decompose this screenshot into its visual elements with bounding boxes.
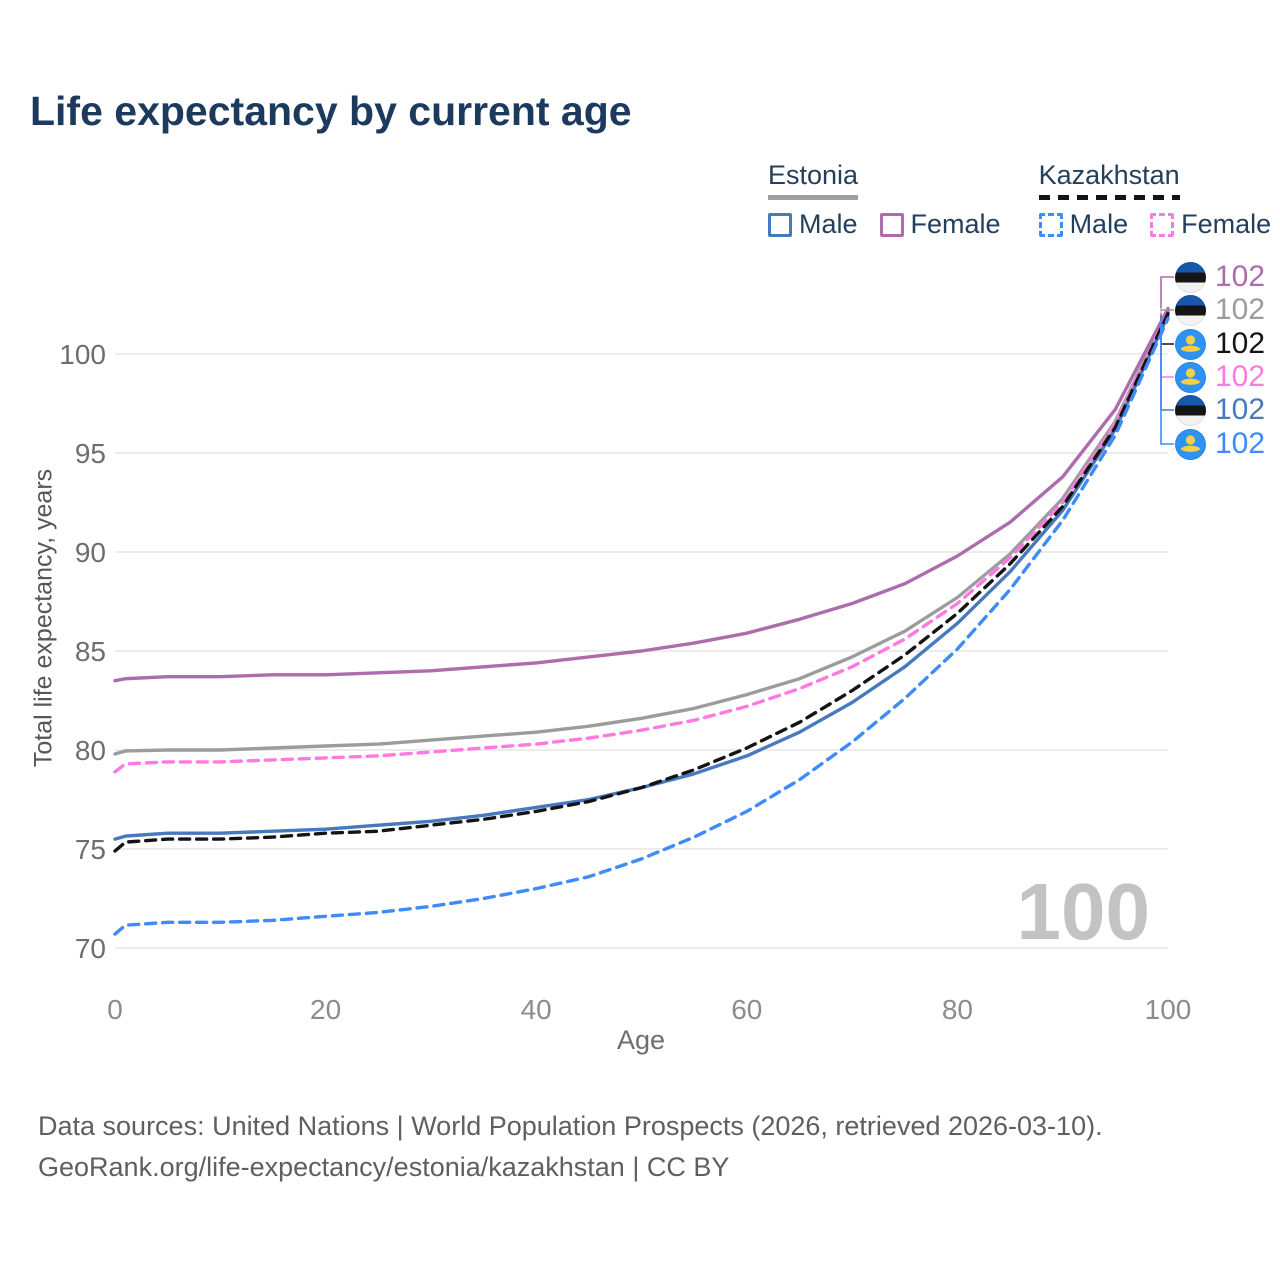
series-line-estonia-male[interactable] (113, 313, 1170, 841)
end-label-leader-estonia-both (1160, 309, 1174, 312)
x-tick-label-0: 0 (107, 994, 123, 1025)
estonia-male-swatch-icon (768, 212, 792, 237)
series-line-kazakhstan-male[interactable] (113, 316, 1170, 936)
legend-item-kazakhstan-female[interactable]: Female (1150, 209, 1271, 240)
legend-group-kazakhstan: Kazakhstan Male Female (1038, 160, 1271, 240)
legend-group-estonia: Estonia Male Female (768, 160, 1001, 240)
estonia-flag-icon (1175, 294, 1206, 326)
estonia-female-swatch-icon (879, 212, 904, 237)
legend-label-estonia-male: Male (799, 209, 858, 239)
legend-label-estonia-female: Female (910, 209, 1001, 239)
end-label-kazakhstan-male[interactable]: 102 (1175, 427, 1265, 461)
legend-item-estonia-male[interactable]: Male (768, 209, 858, 240)
estonia-flag-icon (1175, 394, 1206, 426)
series-line-estonia-both[interactable] (113, 309, 1170, 756)
x-tick-label-20: 20 (310, 994, 342, 1025)
end-label-value: 102 (1215, 393, 1266, 426)
kazakhstan-flag-icon (1175, 428, 1206, 460)
end-label-leader-estonia-female (1160, 276, 1174, 309)
y-tick-label-75: 75 (74, 834, 106, 865)
end-label-value: 102 (1215, 327, 1266, 360)
legend-label-kazakhstan-female: Female (1181, 209, 1272, 239)
x-axis-title: Age (616, 1025, 666, 1055)
kazakhstan-female-swatch-icon (1150, 212, 1175, 237)
y-tick-label-80: 80 (74, 735, 106, 766)
y-axis-title: Total life expectancy, years (29, 468, 58, 768)
kazakhstan-dashed-line-swatch (1038, 195, 1180, 200)
footer-data-sources: Data sources: United Nations | World Pop… (38, 1111, 1103, 1141)
legend-group-title-kazakhstan[interactable]: Kazakhstan (1038, 160, 1180, 190)
legend-item-kazakhstan-male[interactable]: Male (1038, 209, 1129, 240)
series-line-kazakhstan-female[interactable] (113, 310, 1170, 774)
kazakhstan-flag-icon (1175, 361, 1206, 393)
end-label-kazakhstan-female[interactable]: 102 (1175, 360, 1265, 394)
x-tick-label-60: 60 (731, 994, 763, 1025)
page-title: Life expectancy by current age (30, 88, 632, 134)
end-label-estonia-male[interactable]: 102 (1175, 393, 1265, 427)
kazakhstan-male-swatch-icon (1038, 212, 1063, 237)
y-tick-label-70: 70 (74, 933, 106, 964)
footer: Data sources: United Nations | World Pop… (38, 1106, 1103, 1188)
chart-legend: Estonia Male Female Kazakhstan (768, 160, 1271, 240)
end-label-estonia-female[interactable]: 102 (1175, 260, 1265, 294)
end-label-value: 102 (1215, 293, 1266, 326)
y-tick-label-100: 100 (59, 339, 106, 370)
legend-group-title-estonia[interactable]: Estonia (768, 160, 859, 190)
series-line-estonia-female[interactable] (113, 306, 1170, 683)
series-line-kazakhstan-both[interactable] (113, 311, 1170, 853)
estonia-solid-line-swatch (768, 195, 859, 200)
end-label-kazakhstan-both[interactable]: 102 (1175, 327, 1265, 361)
legend-item-estonia-female[interactable]: Female (879, 209, 1001, 240)
kazakhstan-flag-icon (1175, 328, 1206, 360)
y-tick-label-90: 90 (74, 537, 106, 568)
current-age-watermark: 100 (1016, 867, 1150, 956)
x-tick-label-100: 100 (1144, 994, 1192, 1025)
footer-source-link[interactable]: GeoRank.org/life-expectancy/estonia/kaza… (38, 1152, 730, 1182)
x-tick-label-40: 40 (520, 994, 552, 1025)
legend-label-kazakhstan-male: Male (1069, 209, 1129, 239)
estonia-flag-icon (1175, 261, 1206, 293)
y-tick-label-85: 85 (74, 636, 106, 667)
x-tick-label-80: 80 (941, 994, 973, 1025)
end-label-value: 102 (1215, 260, 1266, 293)
end-label-value: 102 (1215, 427, 1266, 460)
y-tick-label-95: 95 (74, 438, 106, 469)
end-label-estonia-both[interactable]: 102 (1175, 293, 1265, 327)
end-label-leader-kazakhstan-male (1160, 318, 1174, 445)
end-label-value: 102 (1215, 360, 1266, 393)
